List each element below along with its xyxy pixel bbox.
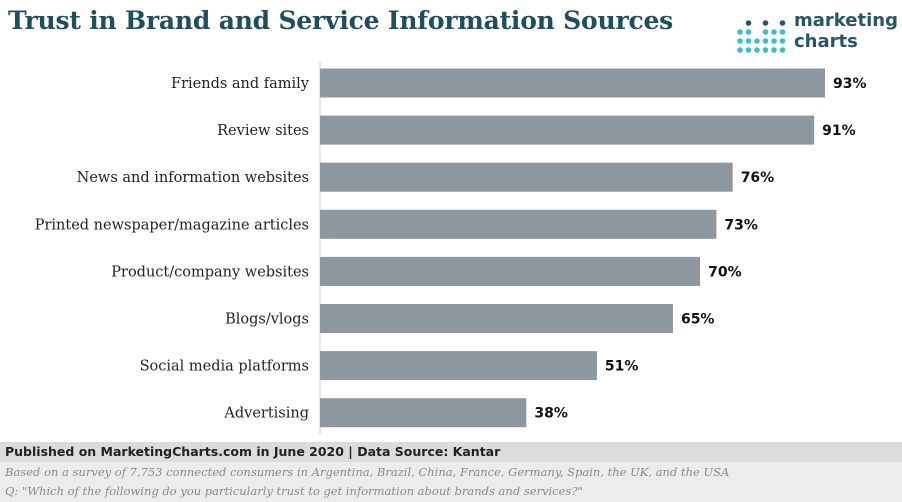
- footer-source: Published on MarketingCharts.com in June…: [0, 442, 902, 462]
- value-label: 65%: [681, 312, 715, 328]
- bar: [320, 398, 527, 428]
- logo-dot: [779, 47, 786, 53]
- logo-dot: [745, 20, 752, 26]
- logo-dot: [771, 47, 777, 53]
- logo-dot: [779, 38, 786, 44]
- bar: [320, 68, 825, 98]
- logo-dot: [779, 29, 786, 35]
- logo-dot: [745, 29, 752, 35]
- bar: [320, 351, 597, 381]
- bar: [320, 162, 733, 192]
- footer: Published on MarketingCharts.com in June…: [0, 442, 902, 502]
- logo-dot: [737, 47, 743, 53]
- logo-dot: [737, 29, 743, 35]
- bar: [320, 304, 673, 333]
- bar: [320, 115, 815, 145]
- value-label: 91%: [822, 123, 856, 139]
- logo-dot: [745, 47, 752, 53]
- category-label: Review sites: [217, 123, 309, 139]
- value-label: 70%: [708, 264, 742, 280]
- logo-dot: [754, 47, 760, 53]
- value-label: 38%: [534, 406, 568, 422]
- category-label: Printed newspaper/magazine articles: [35, 217, 309, 233]
- logo-dots-icon: [737, 20, 786, 53]
- logo-line-2: charts: [794, 31, 858, 52]
- logo-dot: [745, 38, 752, 44]
- value-label: 76%: [741, 170, 775, 186]
- marketingcharts-logo: marketing charts: [736, 10, 900, 56]
- chart-title: Trust in Brand and Service Information S…: [8, 6, 674, 35]
- logo-dot: [754, 38, 760, 44]
- logo-dot: [762, 47, 769, 53]
- value-label: 73%: [724, 217, 758, 233]
- bar-chart: Friends and family 93% Review sites 91% News…: [35, 62, 867, 434]
- footer-question-note: Q: "Which of the following do you partic…: [5, 484, 583, 498]
- logo-dot: [771, 38, 777, 44]
- category-label: Social media platforms: [140, 359, 309, 375]
- value-label: 51%: [605, 359, 639, 375]
- category-label: Blogs/vlogs: [225, 312, 309, 328]
- logo-dot: [771, 29, 777, 35]
- footer-survey-note: Based on a survey of 7,753 connected con…: [5, 465, 730, 479]
- category-label: Advertising: [223, 406, 309, 422]
- logo-dot: [762, 38, 769, 44]
- category-label: News and information websites: [77, 170, 309, 186]
- category-label: Friends and family: [171, 76, 310, 92]
- logo-dot: [737, 38, 743, 44]
- category-label: Product/company websites: [111, 264, 309, 280]
- logo-dot: [762, 20, 769, 26]
- logo-line-1: marketing: [794, 10, 898, 31]
- logo-dot: [762, 29, 769, 35]
- logo-dot: [779, 20, 786, 26]
- bar: [320, 256, 701, 286]
- logo-text: marketing charts: [794, 10, 898, 52]
- value-label: 93%: [833, 76, 867, 92]
- bar: [320, 209, 717, 239]
